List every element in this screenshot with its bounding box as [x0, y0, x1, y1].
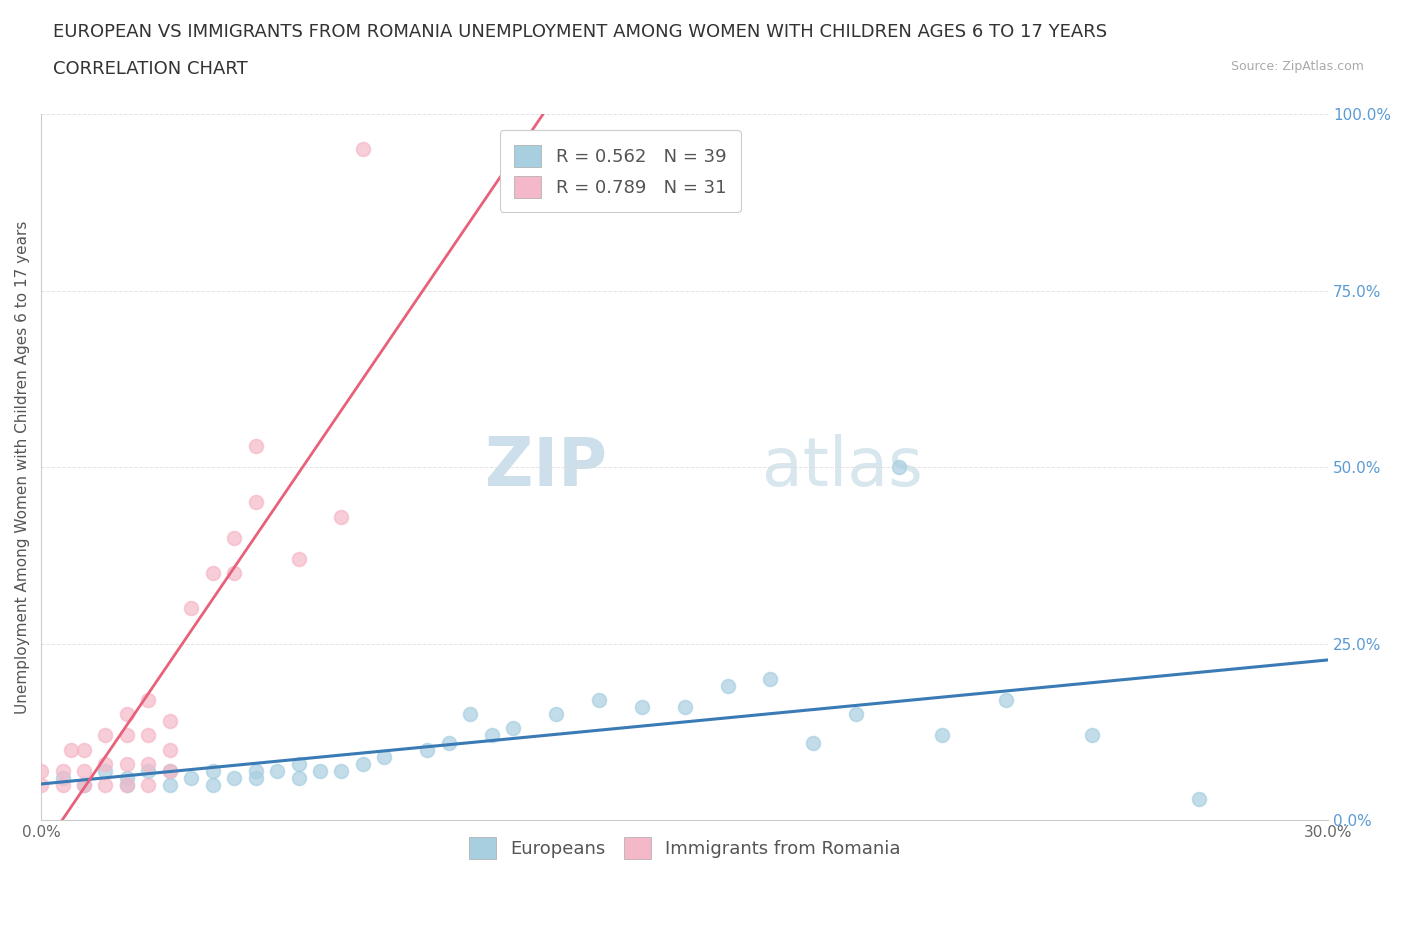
Point — [159, 764, 181, 778]
Point — [245, 495, 267, 510]
Point — [138, 756, 160, 771]
Point — [458, 707, 481, 722]
Point — [51, 764, 73, 778]
Point — [94, 728, 117, 743]
Y-axis label: Unemployment Among Women with Children Ages 6 to 17 years: Unemployment Among Women with Children A… — [15, 220, 30, 714]
Point — [201, 764, 224, 778]
Point — [716, 679, 738, 694]
Point — [51, 777, 73, 792]
Text: atlas: atlas — [762, 434, 922, 500]
Point — [588, 693, 610, 708]
Point — [94, 777, 117, 792]
Point — [931, 728, 953, 743]
Point — [138, 728, 160, 743]
Point — [94, 756, 117, 771]
Point — [138, 777, 160, 792]
Point — [224, 565, 246, 580]
Point — [1081, 728, 1104, 743]
Point — [159, 777, 181, 792]
Point — [224, 770, 246, 785]
Point — [115, 707, 138, 722]
Point — [159, 742, 181, 757]
Point — [266, 764, 288, 778]
Point — [115, 756, 138, 771]
Point — [30, 777, 52, 792]
Point — [502, 721, 524, 736]
Point — [287, 756, 309, 771]
Point — [201, 777, 224, 792]
Point — [73, 742, 96, 757]
Point — [287, 770, 309, 785]
Point — [73, 777, 96, 792]
Point — [138, 764, 160, 778]
Point — [51, 770, 73, 785]
Point — [373, 750, 395, 764]
Point — [245, 438, 267, 453]
Point — [180, 770, 202, 785]
Point — [416, 742, 439, 757]
Point — [138, 693, 160, 708]
Point — [159, 714, 181, 729]
Text: Source: ZipAtlas.com: Source: ZipAtlas.com — [1230, 60, 1364, 73]
Text: CORRELATION CHART: CORRELATION CHART — [53, 60, 249, 78]
Point — [30, 764, 52, 778]
Point — [330, 509, 353, 524]
Text: ZIP: ZIP — [485, 434, 607, 500]
Point — [115, 728, 138, 743]
Point — [94, 764, 117, 778]
Point — [287, 551, 309, 566]
Point — [845, 707, 868, 722]
Point — [309, 764, 332, 778]
Point — [330, 764, 353, 778]
Text: EUROPEAN VS IMMIGRANTS FROM ROMANIA UNEMPLOYMENT AMONG WOMEN WITH CHILDREN AGES : EUROPEAN VS IMMIGRANTS FROM ROMANIA UNEM… — [53, 23, 1108, 41]
Point — [1188, 791, 1211, 806]
Point — [887, 459, 910, 474]
Point — [245, 764, 267, 778]
Point — [544, 707, 567, 722]
Point — [673, 699, 696, 714]
Point — [201, 565, 224, 580]
Point — [630, 699, 652, 714]
Point — [245, 770, 267, 785]
Point — [801, 735, 824, 750]
Point — [115, 777, 138, 792]
Point — [159, 764, 181, 778]
Point — [481, 728, 503, 743]
Point — [115, 777, 138, 792]
Legend: Europeans, Immigrants from Romania: Europeans, Immigrants from Romania — [460, 828, 910, 868]
Point — [73, 777, 96, 792]
Point — [759, 671, 782, 686]
Point — [73, 764, 96, 778]
Point — [437, 735, 460, 750]
Point — [60, 742, 83, 757]
Point — [352, 756, 374, 771]
Point — [352, 142, 374, 157]
Point — [115, 770, 138, 785]
Point — [180, 601, 202, 616]
Point — [224, 530, 246, 545]
Point — [995, 693, 1018, 708]
